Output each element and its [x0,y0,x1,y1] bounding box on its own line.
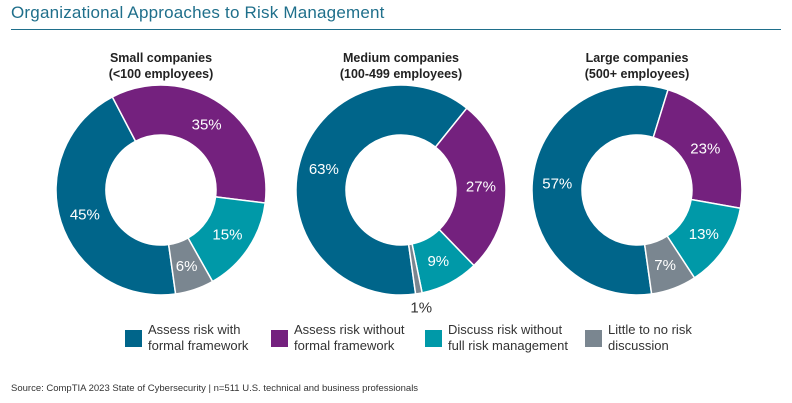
donut-slice [407,242,423,295]
data-label: 1% [410,299,432,316]
data-label: 57% [542,176,572,193]
data-label: 45% [70,206,100,223]
legend-item: Assess risk without formal framework [271,322,405,354]
legend-item: Assess risk with formal framework [125,322,248,354]
donut-subtitle: (500+ employees) [585,67,690,81]
donut-subtitle: Large companies [586,51,689,65]
legend-label: Assess risk with formal framework [148,322,249,353]
donut-subtitle: (100-499 employees) [340,67,462,81]
donut-slice [55,95,177,296]
legend-item: Little to no risk discussion [585,322,692,354]
legend-swatch [125,330,142,347]
data-label: 13% [689,226,719,243]
donut-subtitle: (<100 employees) [109,67,214,81]
donut-slice [167,236,214,295]
data-label: 23% [690,140,720,157]
donut-slice [111,84,267,204]
donut-slice [652,88,743,210]
legend-item: Discuss risk without full risk management [425,322,568,354]
data-label: 15% [212,227,242,244]
legend-swatch [425,330,442,347]
donut-slice [643,234,696,295]
source-note: Source: CompTIA 2023 State of Cybersecur… [11,383,419,394]
legend-swatch [271,330,288,347]
legend-label: Little to no risk discussion [608,322,692,353]
donut-charts: Small companies (<100 employees) 45% 35% 15%… [55,51,743,316]
data-label: 63% [309,161,339,178]
donut-slice [434,107,507,267]
chart-title: Organizational Approaches to Risk Manage… [11,3,385,22]
legend-swatch [585,330,602,347]
data-label: 35% [192,116,222,133]
data-label: 6% [176,258,198,275]
donut-subtitle: Medium companies [343,51,459,65]
data-label: 9% [427,253,449,270]
data-label: 27% [466,178,496,195]
legend-label: Discuss risk without full risk management [448,322,568,353]
donut-subtitle: Small companies [110,51,212,65]
donut-slice [531,84,669,296]
donut-slice [295,84,468,296]
title-divider [11,29,781,30]
data-label: 7% [654,257,676,274]
legend-label: Assess risk without formal framework [294,322,405,353]
